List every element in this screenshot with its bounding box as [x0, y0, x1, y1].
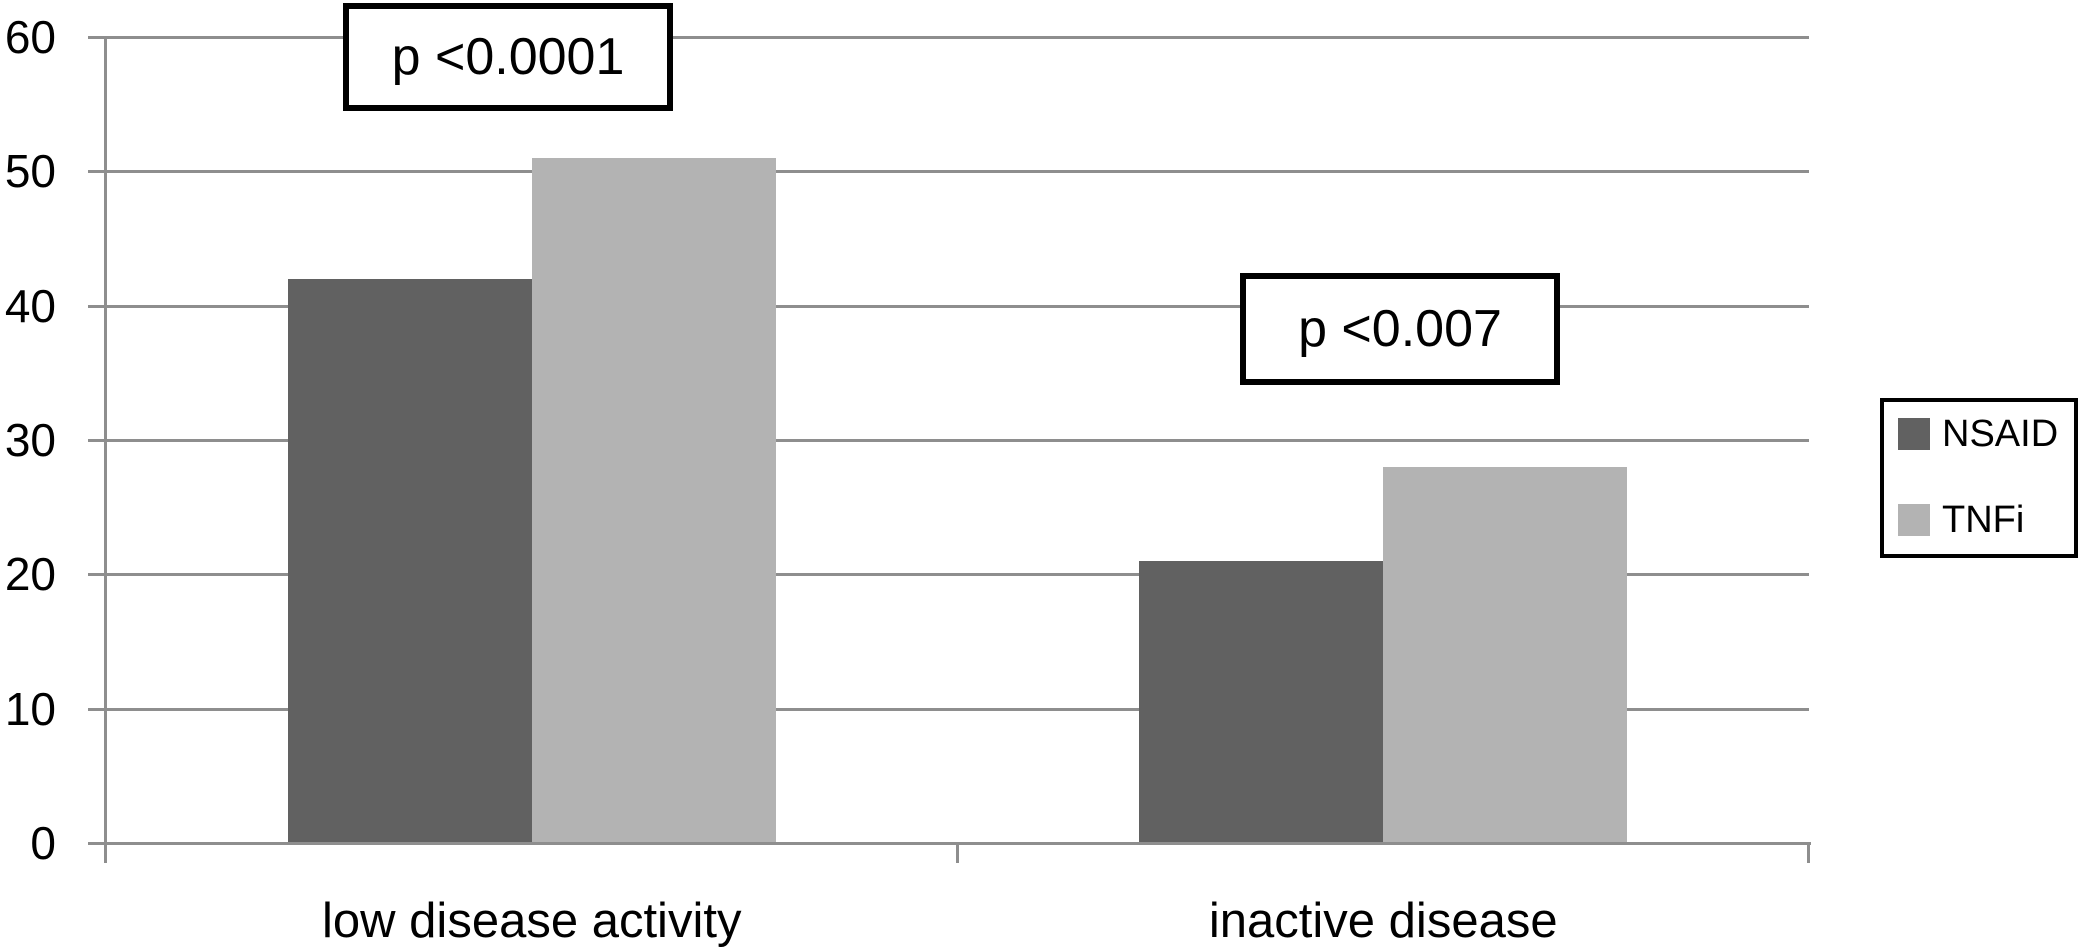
y-axis-line — [104, 37, 107, 863]
legend-label-tnfi: TNFi — [1942, 499, 2025, 541]
bar-tnfi-inactive-disease — [1383, 466, 1628, 843]
category-label-inactive-disease: inactive disease — [1208, 894, 1558, 948]
p-value-text-1: p <0.0001 — [391, 28, 625, 86]
x-tick-2 — [1807, 845, 1810, 863]
bar-nsaid-low-disease-activity — [287, 278, 532, 843]
y-tick-label-50: 50 — [4, 145, 56, 198]
x-axis-line — [104, 842, 1811, 845]
annotation-box-p-value-2: p <0.007 — [1240, 273, 1560, 385]
legend: NSAID TNFi — [1880, 398, 2078, 558]
y-tick-20 — [88, 573, 106, 577]
legend-item-nsaid: NSAID — [1898, 414, 2068, 454]
y-tick-10 — [88, 707, 106, 711]
y-tick-label-20: 20 — [4, 548, 56, 601]
bar-nsaid-inactive-disease — [1139, 560, 1384, 843]
y-tick-label-60: 60 — [4, 11, 56, 63]
legend-swatch-nsaid — [1898, 418, 1930, 450]
gridline-50 — [106, 170, 1809, 174]
y-tick-label-10: 10 — [4, 682, 56, 735]
y-tick-40 — [88, 304, 106, 308]
legend-label-nsaid: NSAID — [1942, 413, 2059, 455]
y-tick-label-40: 40 — [4, 279, 56, 332]
gridline-40 — [106, 304, 1809, 308]
gridline-10 — [106, 707, 1809, 711]
legend-item-tnfi: TNFi — [1898, 500, 2068, 540]
y-tick-60 — [88, 36, 106, 39]
y-tick-label-30: 30 — [4, 414, 56, 466]
y-tick-0 — [88, 842, 106, 845]
bar-tnfi-low-disease-activity — [531, 157, 776, 843]
category-label-low-disease-activity: low disease activity — [322, 894, 742, 948]
x-tick-1 — [955, 845, 959, 863]
gridline-60 — [106, 36, 1809, 39]
gridline-20 — [106, 573, 1809, 577]
gridline-30 — [106, 439, 1809, 442]
legend-swatch-tnfi — [1898, 504, 1930, 536]
annotation-box-p-value-1: p <0.0001 — [343, 3, 673, 111]
y-tick-label-0: 0 — [30, 817, 56, 869]
p-value-text-2: p <0.007 — [1298, 300, 1502, 358]
y-tick-30 — [88, 439, 106, 442]
y-tick-50 — [88, 170, 106, 174]
